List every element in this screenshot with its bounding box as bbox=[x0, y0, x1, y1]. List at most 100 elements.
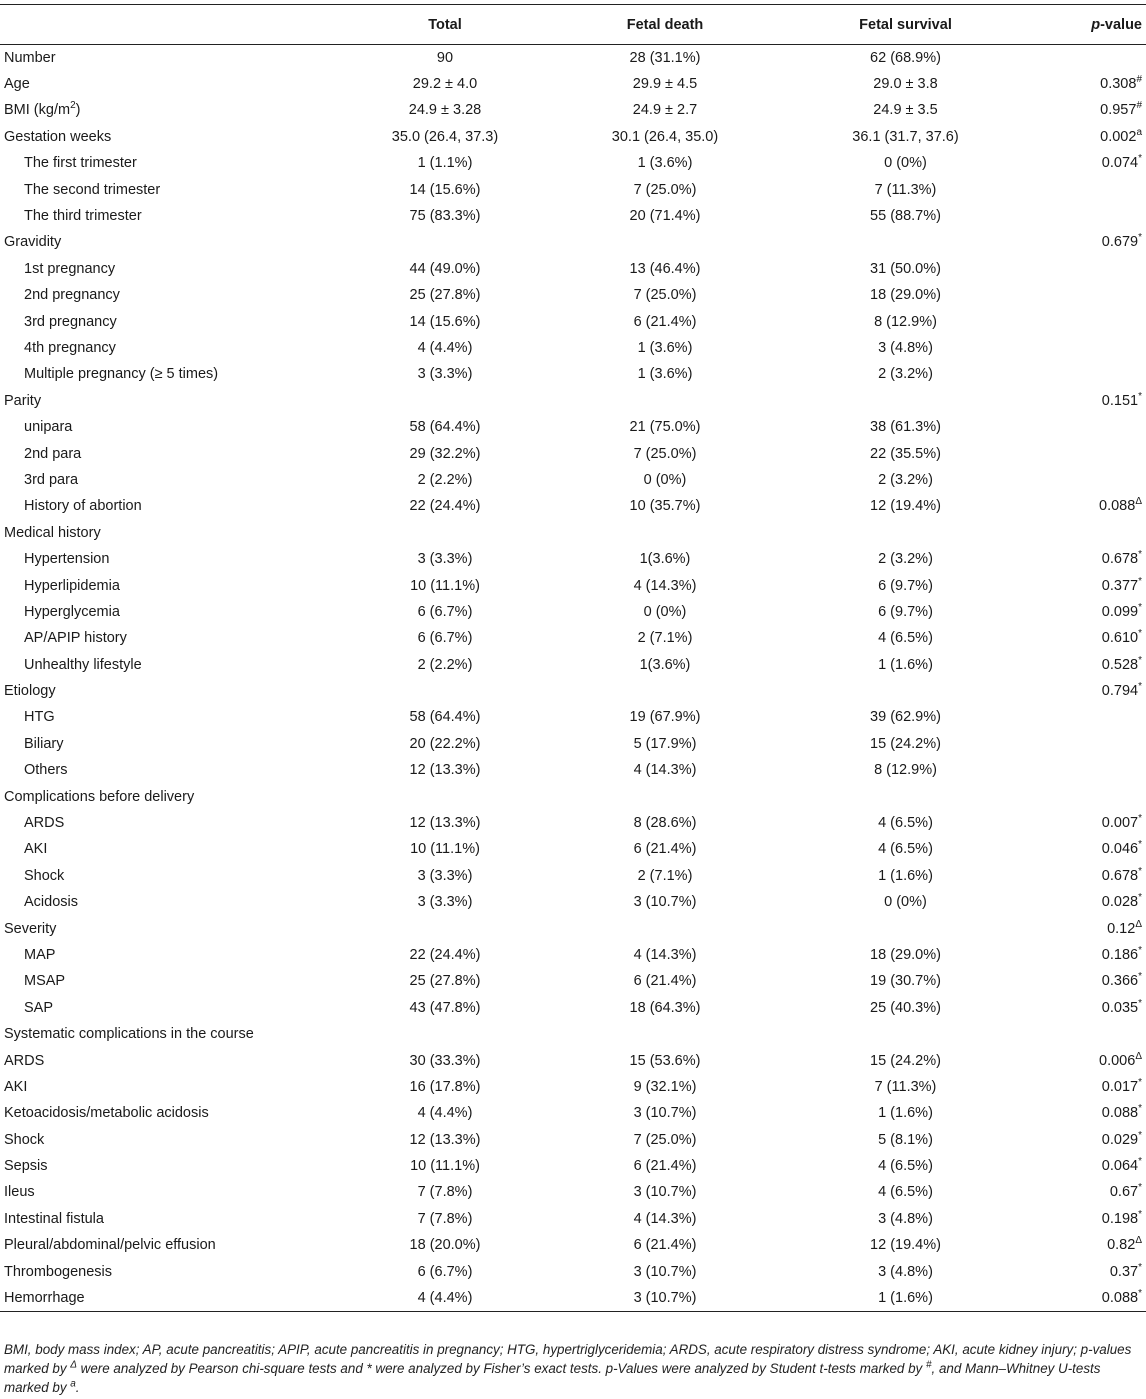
header-fetal-survival: Fetal survival bbox=[785, 4, 1026, 45]
row-label: SAP bbox=[0, 995, 345, 1021]
cell-total bbox=[345, 1021, 545, 1047]
cell-p-value bbox=[1026, 520, 1146, 546]
cell-fetal-survival: 6 (9.7%) bbox=[878, 577, 933, 594]
cell-fetal-survival: 1 (1.6%) bbox=[878, 867, 933, 884]
cell-fetal-death: 3 (10.7%) bbox=[633, 1184, 697, 1201]
cell-fetal-death: 1(3.6%) bbox=[639, 551, 691, 568]
cell-fetal-death bbox=[545, 520, 785, 546]
clinical-characteristics-table: Total Fetal death Fetal survival p-value… bbox=[0, 4, 1146, 1312]
row-label: Hypertension bbox=[0, 546, 345, 572]
cell-fetal-survival: 62 (68.9%) bbox=[870, 49, 941, 66]
table-row: AP/APIP history 6 (6.7%) 2 (7.1%) 4 (6.5%) 0… bbox=[0, 625, 1146, 651]
cell-fetal-death: 4 (14.3%) bbox=[633, 577, 697, 594]
cell-p-value: 0.366* bbox=[1026, 968, 1146, 994]
cell-fetal-death: 7 (25.0%) bbox=[633, 181, 697, 198]
row-label-text: SAP bbox=[24, 999, 54, 1016]
cell-fetal-survival: 7 (11.3%) bbox=[874, 181, 937, 198]
cell-fetal-death: 30.1 (26.4, 35.0) bbox=[611, 128, 719, 145]
row-label: BMI (kg/m2) bbox=[0, 97, 345, 123]
row-label-end: ) bbox=[75, 102, 81, 119]
cell-fetal-survival: 18 (29.0%) bbox=[870, 946, 941, 963]
cell-total: 30 (33.3%) bbox=[409, 1052, 481, 1069]
p-value-marker: * bbox=[1138, 839, 1142, 851]
cell-total: 7 (7.8%) bbox=[417, 1210, 473, 1227]
cell-fetal-survival: 2 (3.2%) bbox=[878, 366, 933, 383]
cell-total: 2 (2.2%) bbox=[417, 656, 473, 673]
cell-total: 18 (20.0%) bbox=[409, 1237, 481, 1254]
table-row: MSAP 25 (27.8%) 6 (21.4%) 19 (30.7%) 0.366* bbox=[0, 968, 1146, 994]
row-label: 4th pregnancy bbox=[0, 335, 345, 361]
cell-total: 24.9 ± 3.28 bbox=[408, 102, 482, 119]
footnote-text-1: BMI, body mass index; AP, acute pancreat… bbox=[4, 1342, 1132, 1376]
row-label: Hyperlipidemia bbox=[0, 572, 345, 598]
table-row: ARDS 12 (13.3%) 8 (28.6%) 4 (6.5%) 0.007* bbox=[0, 810, 1146, 836]
cell-p-value: 0.678* bbox=[1026, 863, 1146, 889]
cell-total: 58 (64.4%) bbox=[409, 419, 481, 436]
p-value-marker: * bbox=[1138, 1103, 1142, 1115]
cell-p-value bbox=[1026, 282, 1146, 308]
row-label-text: ARDS bbox=[4, 1052, 45, 1069]
cell-fetal-survival: 15 (24.2%) bbox=[870, 735, 941, 752]
cell-fetal-death: 21 (75.0%) bbox=[629, 419, 701, 436]
cell-p-value bbox=[1026, 45, 1146, 71]
cell-total: 14 (15.6%) bbox=[409, 181, 481, 198]
row-label: Acidosis bbox=[0, 889, 345, 915]
row-label-text: Shock bbox=[24, 867, 65, 884]
cell-fetal-survival: 19 (30.7%) bbox=[870, 973, 941, 990]
cell-fetal-death: 5 (17.9%) bbox=[633, 735, 697, 752]
table-row: AKI 16 (17.8%) 9 (32.1%) 7 (11.3%) 0.017* bbox=[0, 1074, 1146, 1100]
p-value-number: 0.035 bbox=[1101, 999, 1139, 1016]
table-row: 1st pregnancy 44 (49.0%) 13 (46.4%) 31 (50.… bbox=[0, 256, 1146, 282]
p-value-number: 0.074 bbox=[1101, 155, 1139, 172]
row-label: Others bbox=[0, 757, 345, 783]
p-value-number: 0.017 bbox=[1101, 1078, 1139, 1095]
cell-total: 29 (32.2%) bbox=[409, 445, 481, 462]
p-value-number: 0.610 bbox=[1101, 630, 1139, 647]
row-label-text: Sepsis bbox=[4, 1158, 48, 1175]
cell-fetal-survival: 39 (62.9%) bbox=[870, 709, 941, 726]
table-row: Thrombogenesis 6 (6.7%) 3 (10.7%) 3 (4.8%) 0… bbox=[0, 1258, 1146, 1284]
table-row: Medical history bbox=[0, 520, 1146, 546]
row-label: Gravidity bbox=[0, 229, 345, 255]
table-row: Gestation weeks 35.0 (26.4, 37.3) 30.1 (26… bbox=[0, 124, 1146, 150]
cell-fetal-death: 0 (0%) bbox=[643, 603, 687, 620]
cell-p-value bbox=[1026, 335, 1146, 361]
table-row: Severity 0.12Δ bbox=[0, 915, 1146, 941]
row-label-text: Multiple pregnancy (≥ 5 times) bbox=[24, 366, 219, 383]
p-value-marker: * bbox=[1138, 1156, 1142, 1168]
cell-total: 22 (24.4%) bbox=[409, 498, 481, 515]
cell-fetal-death: 7 (25.0%) bbox=[633, 287, 697, 304]
p-value-number: 0.377 bbox=[1101, 577, 1139, 594]
table-row: Complications before delivery bbox=[0, 783, 1146, 809]
cell-fetal-survival: 31 (50.0%) bbox=[870, 260, 941, 277]
row-label: MAP bbox=[0, 942, 345, 968]
cell-p-value: 0.151* bbox=[1026, 388, 1146, 414]
p-value-marker: * bbox=[1138, 1182, 1142, 1194]
cell-fetal-survival: 0 (0%) bbox=[884, 155, 927, 172]
cell-p-value bbox=[1026, 361, 1146, 387]
table-body: Number 90 28 (31.1%) 62 (68.9%) Age 29.2 ± 4.… bbox=[0, 45, 1146, 1312]
cell-total bbox=[345, 915, 545, 941]
cell-fetal-survival bbox=[785, 1021, 1026, 1047]
cell-fetal-survival: 12 (19.4%) bbox=[870, 498, 941, 515]
cell-total: 16 (17.8%) bbox=[409, 1078, 481, 1095]
cell-fetal-death: 2 (7.1%) bbox=[637, 630, 693, 647]
p-value-marker: * bbox=[1138, 628, 1142, 640]
row-label: AP/APIP history bbox=[0, 625, 345, 651]
row-label: Hemorrhage bbox=[0, 1284, 345, 1312]
row-label: History of abortion bbox=[0, 493, 345, 519]
row-label: Medical history bbox=[0, 520, 345, 546]
cell-p-value: 0.002a bbox=[1026, 124, 1146, 150]
table-row: Sepsis 10 (11.1%) 6 (21.4%) 4 (6.5%) 0.064* bbox=[0, 1153, 1146, 1179]
cell-p-value bbox=[1026, 440, 1146, 466]
row-label: Biliary bbox=[0, 731, 345, 757]
cell-fetal-survival: 4 (6.5%) bbox=[878, 1158, 933, 1175]
cell-total: 10 (11.1%) bbox=[410, 841, 480, 858]
row-label: The first trimester bbox=[0, 150, 345, 176]
cell-fetal-death: 3 (10.7%) bbox=[633, 1263, 697, 1280]
row-label: Age bbox=[0, 71, 345, 97]
row-label-text: 1st pregnancy bbox=[24, 260, 116, 277]
table-footnote: BMI, body mass index; AP, acute pancreat… bbox=[4, 1340, 1142, 1397]
row-label-text: AKI bbox=[24, 841, 48, 858]
p-value-marker: Δ bbox=[1135, 496, 1142, 508]
